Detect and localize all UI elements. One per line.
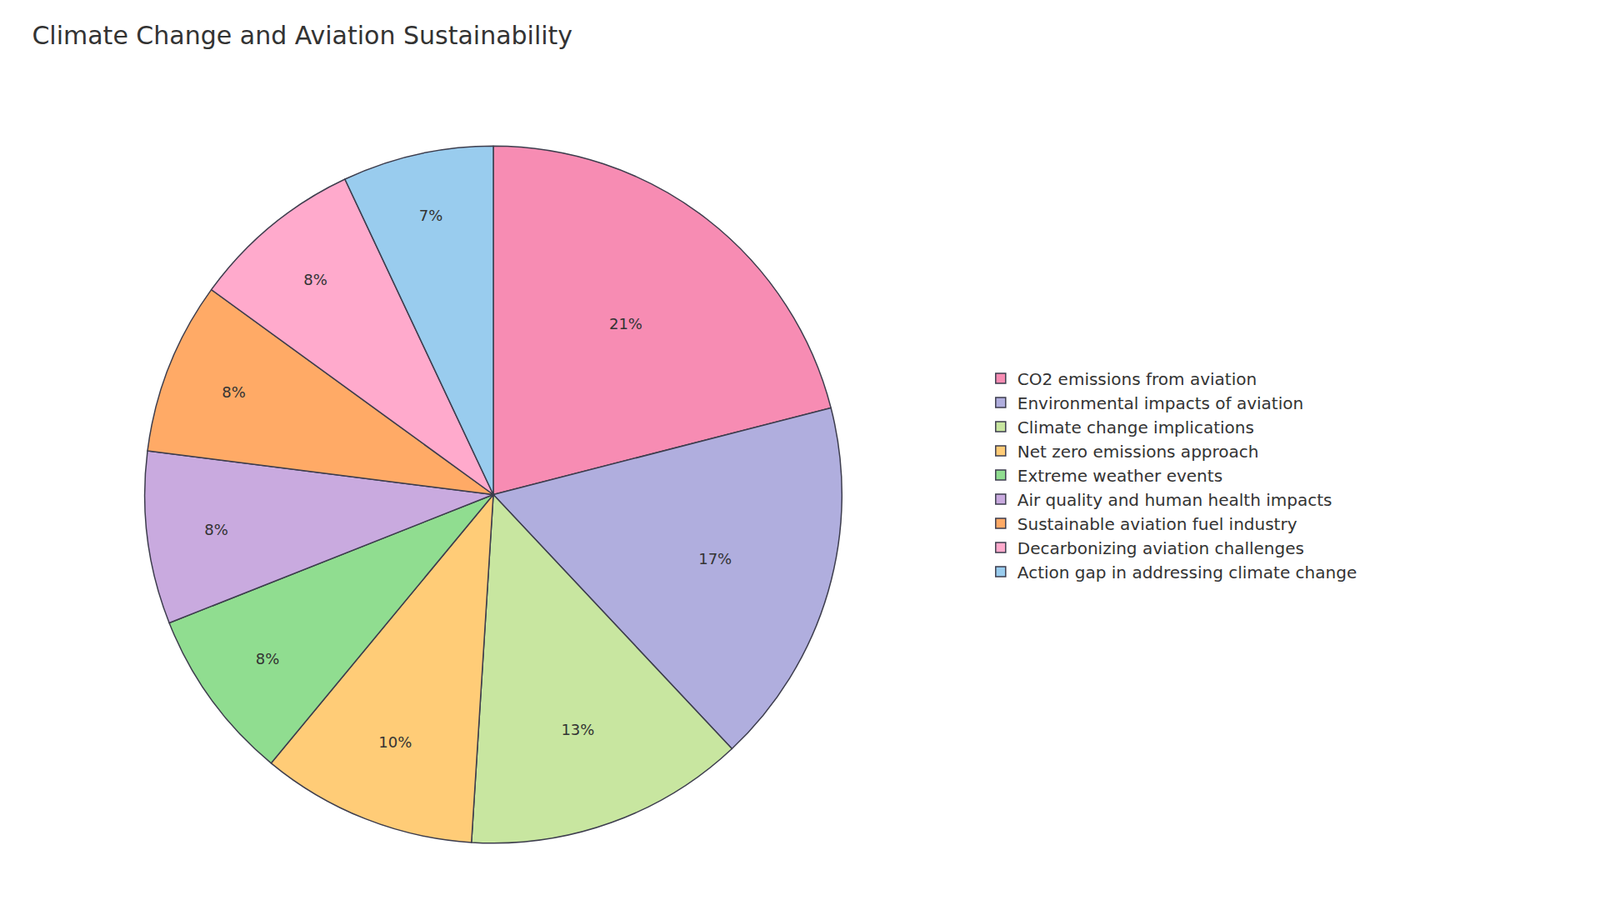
svg-text:7%: 7% bbox=[419, 206, 444, 225]
svg-text:CO2 emissions from aviation: CO2 emissions from aviation bbox=[1017, 369, 1257, 390]
svg-text:13%: 13% bbox=[560, 720, 595, 739]
svg-text:8%: 8% bbox=[204, 520, 229, 539]
svg-text:Sustainable aviation fuel indu: Sustainable aviation fuel industry bbox=[1017, 514, 1298, 535]
svg-text:8%: 8% bbox=[221, 383, 246, 401]
svg-text:8%: 8% bbox=[255, 650, 280, 668]
svg-text:Net zero emissions approach: Net zero emissions approach bbox=[1017, 441, 1260, 462]
svg-text:10%: 10% bbox=[378, 733, 412, 751]
svg-text:Environmental impacts of aviat: Environmental impacts of aviation bbox=[1017, 393, 1304, 414]
svg-text:Action gap in addressing clima: Action gap in addressing climate change bbox=[1017, 562, 1357, 583]
svg-text:8%: 8% bbox=[303, 270, 328, 289]
svg-text:Extreme weather events: Extreme weather events bbox=[1017, 465, 1223, 486]
svg-text:Climate Change and Aviation Su: Climate Change and Aviation Sustainabili… bbox=[31, 20, 573, 50]
svg-text:17%: 17% bbox=[698, 550, 732, 568]
svg-text:Decarbonizing aviation challen: Decarbonizing aviation challenges bbox=[1017, 538, 1305, 559]
svg-text:Climate change implications: Climate change implications bbox=[1017, 417, 1255, 438]
svg-text:21%: 21% bbox=[609, 315, 643, 333]
svg-text:Air quality and human health i: Air quality and human health impacts bbox=[1017, 490, 1333, 510]
